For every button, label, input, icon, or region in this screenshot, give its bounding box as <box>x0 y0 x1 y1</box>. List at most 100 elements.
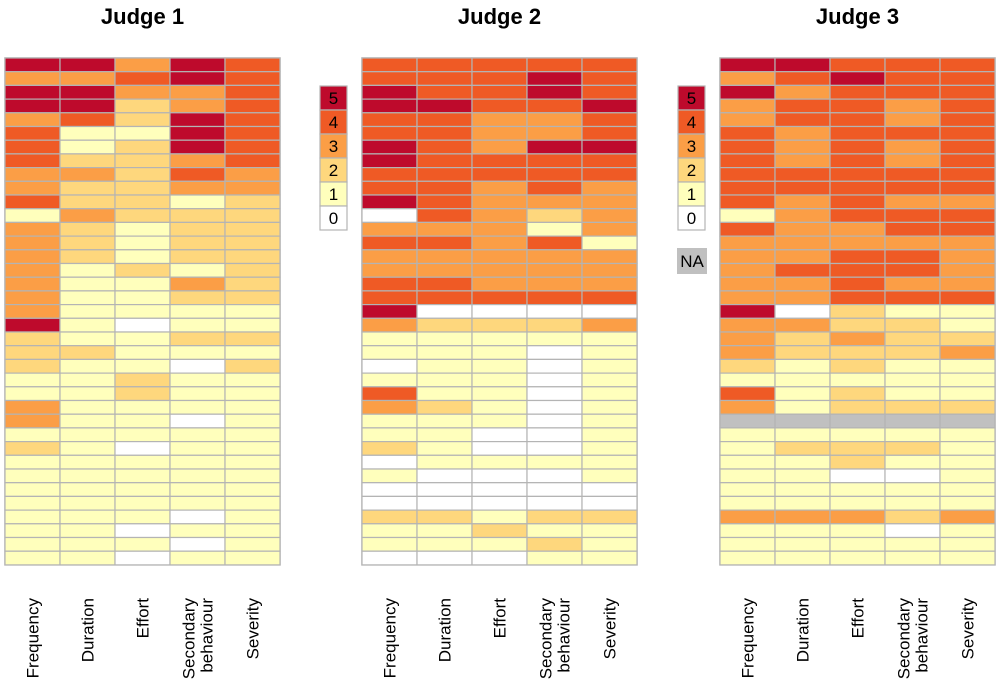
heatmap-cell <box>169 221 226 237</box>
panel-title: Judge 3 <box>816 4 899 29</box>
heatmap-cell <box>774 509 831 525</box>
heatmap-cell <box>59 482 116 498</box>
heatmap-cell <box>59 167 116 182</box>
heatmap-cell <box>719 221 776 237</box>
heatmap-cell <box>774 208 831 223</box>
heatmap-cell <box>719 262 776 278</box>
heatmap-cell <box>59 386 116 402</box>
heatmap-cell <box>581 536 638 552</box>
heatmap-cell <box>114 372 171 388</box>
heatmap-cell <box>361 98 418 114</box>
heatmap-cell <box>114 536 171 552</box>
column-label-secondary: Secondary <box>537 598 556 680</box>
heatmap-cell <box>114 468 171 484</box>
heatmap-cell <box>4 372 61 388</box>
heatmap-cell <box>884 262 941 278</box>
heatmap-cell <box>4 427 61 443</box>
heatmap-cell <box>581 57 638 73</box>
heatmap-cell <box>224 249 281 265</box>
heatmap-cell <box>581 139 638 155</box>
heatmap-cell <box>361 153 418 169</box>
heatmap-cell <box>774 468 831 484</box>
heatmap-cell <box>416 249 473 265</box>
legend-swatch <box>319 85 348 111</box>
heatmap-cell <box>169 71 226 86</box>
legend-label: 2 <box>687 161 696 180</box>
heatmap-cell <box>416 372 473 388</box>
heatmap-cell <box>361 221 418 237</box>
heatmap-cell <box>884 372 941 388</box>
heatmap-cell <box>829 180 886 196</box>
heatmap-cell <box>361 358 418 374</box>
heatmap-cell <box>939 112 996 128</box>
heatmap-cell <box>829 536 886 552</box>
heatmap-cell <box>774 454 831 470</box>
heatmap-cell <box>224 57 281 73</box>
legend-label: 1 <box>687 185 696 204</box>
heatmap-cell <box>169 372 226 388</box>
heatmap-cell <box>774 358 831 374</box>
heatmap-cell <box>416 125 473 141</box>
heatmap-cell <box>169 153 226 169</box>
heatmap-cell <box>884 290 941 306</box>
heatmap-cell <box>526 194 583 210</box>
heatmap-cell <box>114 331 171 347</box>
heatmap-cell <box>884 221 941 237</box>
heatmap-cell <box>581 262 638 278</box>
heatmap-cell <box>884 550 941 566</box>
heatmap-cell <box>884 125 941 141</box>
heatmap-cell <box>169 345 226 361</box>
legend-swatch <box>677 85 706 111</box>
heatmap-cell <box>526 84 583 100</box>
heatmap-cell <box>581 194 638 210</box>
heatmap-cell <box>471 84 528 100</box>
heatmap-cell <box>829 112 886 128</box>
column-label-frequency: Frequency <box>381 598 400 679</box>
heatmap-cell <box>526 358 583 374</box>
heatmap-cell <box>884 523 941 539</box>
heatmap-cell <box>829 495 886 511</box>
heatmap-cell <box>416 386 473 402</box>
heatmap-cell <box>114 386 171 402</box>
heatmap-cell <box>581 249 638 265</box>
legend-swatch <box>319 205 348 231</box>
heatmap-cell <box>361 509 418 525</box>
heatmap-cell <box>471 454 528 470</box>
heatmap-cell <box>526 345 583 361</box>
heatmap-cell <box>471 358 528 374</box>
heatmap-cell <box>4 331 61 347</box>
heatmap-cell <box>169 194 226 210</box>
heatmap-cell <box>884 304 941 319</box>
heatmap-cell <box>471 57 528 73</box>
heatmap-cell <box>224 167 281 182</box>
column-label-severity: Severity <box>244 598 263 660</box>
heatmap-cell <box>581 235 638 251</box>
heatmap-cell <box>361 495 418 511</box>
heatmap-cell <box>169 550 226 566</box>
heatmap-cell <box>361 386 418 402</box>
heatmap-cell <box>939 331 996 347</box>
heatmap-cell <box>224 125 281 141</box>
heatmap-cell <box>361 331 418 347</box>
heatmap-cell <box>169 495 226 511</box>
column-label-frequency: Frequency <box>739 598 758 679</box>
heatmap-cell <box>169 413 226 429</box>
heatmap-cell <box>719 125 776 141</box>
heatmap-cell <box>114 180 171 196</box>
heatmap-cell <box>4 386 61 402</box>
heatmap-cell <box>471 427 528 443</box>
heatmap-cell <box>774 167 831 182</box>
heatmap-cell <box>939 276 996 292</box>
heatmap-cell <box>224 386 281 402</box>
legend-label: 4 <box>329 113 338 132</box>
heatmap-cell <box>59 276 116 292</box>
heatmap-cell <box>361 304 418 319</box>
legend-label: 5 <box>329 89 338 108</box>
heatmap-cell <box>361 523 418 539</box>
heatmap-cell <box>361 84 418 100</box>
heatmap-cell <box>361 413 418 429</box>
heatmap-cell <box>169 98 226 114</box>
heatmap-cell <box>526 427 583 443</box>
heatmap-cell <box>526 372 583 388</box>
